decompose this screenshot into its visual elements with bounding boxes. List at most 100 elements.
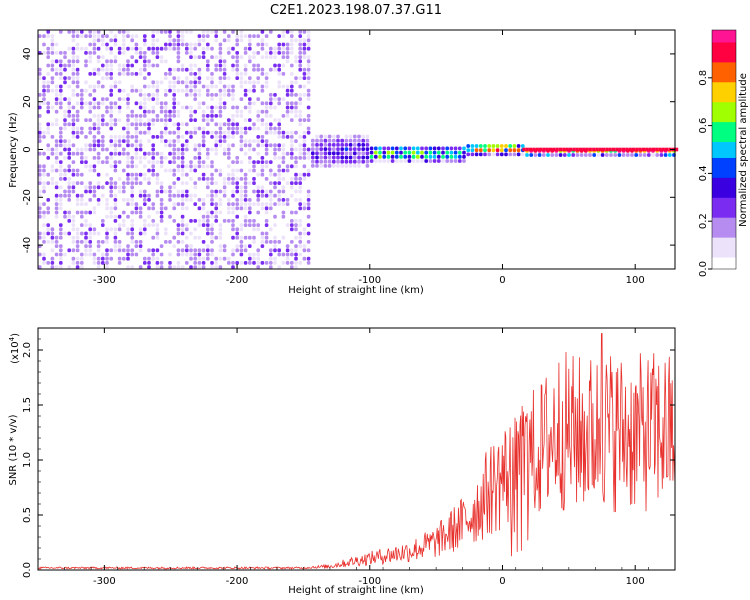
heatmap-cell [197, 105, 202, 110]
heatmap-cell [122, 72, 126, 76]
heatmap-cell [197, 248, 202, 253]
heatmap-cell [582, 147, 586, 152]
heatmap-cell [210, 164, 214, 169]
heatmap-cell [227, 34, 231, 38]
heatmap-cell [143, 42, 147, 47]
heatmap-cell [302, 46, 307, 51]
heatmap-cell [206, 219, 210, 223]
heatmap-cell [130, 223, 134, 227]
heatmap-cell [239, 198, 244, 202]
heatmap-cell [193, 76, 197, 80]
heatmap-cell [302, 84, 307, 89]
heatmap-cell [411, 150, 416, 155]
heatmap-cell [155, 210, 160, 215]
heatmap-cell [231, 63, 235, 68]
heatmap-cell [164, 109, 168, 114]
heatmap-cell [298, 219, 302, 223]
heatmap-cell [306, 156, 311, 160]
heatmap-cell [126, 30, 130, 34]
heatmap-cell [578, 147, 582, 152]
heatmap-cell [512, 144, 517, 148]
heatmap-cell [105, 109, 109, 114]
heatmap-cell [206, 164, 210, 169]
heatmap-cell [210, 252, 214, 257]
heatmap-cell [113, 160, 118, 164]
heatmap-cell [340, 143, 344, 147]
heatmap-cell [109, 210, 113, 215]
heatmap-cell [88, 231, 92, 236]
heatmap-y-tick-label: -40 [22, 237, 33, 253]
heatmap-cell [474, 152, 479, 157]
heatmap-cell [374, 150, 378, 155]
heatmap-cell [122, 135, 126, 139]
heatmap-cell [407, 154, 412, 159]
heatmap-cell [172, 84, 176, 89]
heatmap-cell [42, 235, 46, 240]
heatmap-cell [80, 240, 84, 244]
snr-scale-close: ) [10, 333, 21, 337]
heatmap-cell [143, 219, 147, 223]
heatmap-cell [59, 252, 63, 257]
heatmap-cell [105, 261, 109, 265]
heatmap-cell [113, 214, 118, 219]
heatmap-cell [273, 248, 277, 253]
heatmap-cell [281, 189, 286, 194]
heatmap-cell [122, 248, 126, 253]
heatmap-cell [424, 159, 428, 163]
heatmap-cell [122, 30, 126, 34]
heatmap-cell [206, 105, 210, 110]
heatmap-cell [113, 135, 118, 139]
heatmap-cell [134, 101, 139, 106]
heatmap-cell [147, 84, 151, 89]
colorbar-segment [712, 109, 736, 115]
heatmap-cell [264, 139, 269, 143]
heatmap-cell [285, 109, 290, 114]
heatmap-cell [201, 160, 206, 164]
snr-x-tick-label: -100 [358, 576, 381, 587]
heatmap-cell [176, 42, 181, 47]
heatmap-cell [54, 156, 59, 160]
heatmap-cell [117, 72, 122, 76]
heatmap-cell [231, 126, 235, 131]
heatmap-cell [134, 202, 139, 206]
heatmap-cell [294, 164, 298, 169]
heatmap-cell [67, 181, 71, 185]
heatmap-cell [105, 76, 109, 80]
heatmap-cell [252, 51, 256, 55]
heatmap-cell [273, 55, 277, 59]
heatmap-cell [323, 151, 328, 156]
heatmap-cell [256, 151, 260, 156]
heatmap-cell [164, 93, 168, 97]
heatmap-cell [340, 159, 344, 164]
heatmap-cell [285, 164, 290, 169]
heatmap-cell [180, 156, 185, 160]
heatmap-cell [294, 55, 298, 59]
heatmap-cell [180, 252, 185, 257]
heatmap-cell [185, 51, 189, 55]
heatmap-cell [252, 168, 256, 173]
heatmap-cell [264, 231, 269, 236]
heatmap-cell [92, 46, 97, 51]
heatmap-cell [180, 151, 185, 156]
heatmap-cell [357, 138, 361, 143]
heatmap-cell [105, 252, 109, 257]
heatmap-cell [54, 147, 59, 152]
heatmap-cell [201, 219, 206, 223]
heatmap-cell [210, 235, 214, 240]
heatmap-cell [168, 130, 172, 135]
heatmap-cell [54, 168, 59, 173]
heatmap-cell [277, 240, 281, 244]
heatmap-cell [642, 153, 647, 157]
heatmap-cell [273, 46, 277, 51]
heatmap-cell [71, 76, 76, 80]
heatmap-cell [101, 256, 105, 261]
heatmap-cell [75, 126, 80, 131]
heatmap-cell [612, 147, 616, 152]
heatmap-cell [323, 164, 328, 168]
heatmap-cell [231, 105, 235, 110]
heatmap-cell [210, 181, 214, 185]
heatmap-cell [428, 150, 433, 155]
heatmap-cell [227, 206, 231, 211]
heatmap-cell [59, 67, 63, 72]
heatmap-cell [306, 30, 311, 34]
